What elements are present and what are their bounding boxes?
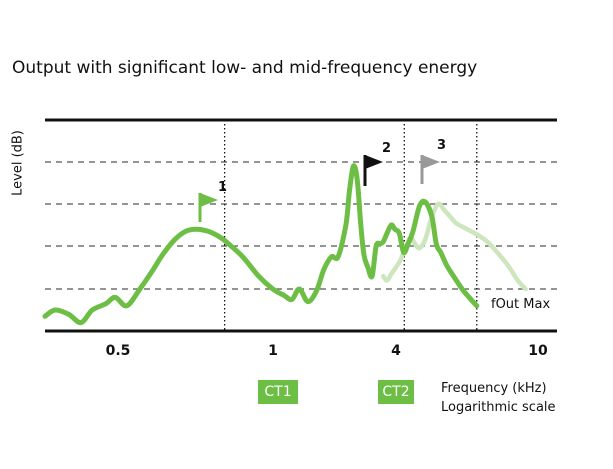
- peak-1-flag-icon: [200, 193, 218, 207]
- series-faded-line: [380, 201, 528, 292]
- x-tick-label-1: 1: [268, 343, 278, 359]
- peak-2-flag-icon: [365, 155, 383, 169]
- ct1-marker: CT1: [258, 380, 298, 404]
- x-scale-note: Logarithmic scale: [441, 400, 556, 415]
- x-axis-label-block: Frequency (kHz) Logarithmic scale: [441, 379, 556, 417]
- peak-2-number: 2: [382, 141, 392, 156]
- x-tick-label-10: 10: [528, 343, 548, 359]
- series-solid-line: [42, 163, 480, 326]
- x-axis-label: Frequency (kHz): [441, 381, 547, 396]
- peak-1-number: 1: [218, 180, 228, 195]
- chart-title: Output with significant low- and mid-fre…: [12, 58, 478, 78]
- peak-3-number: 3: [437, 138, 447, 153]
- x-tick-label-0.5: 0.5: [105, 343, 131, 359]
- ct2-marker: CT2: [378, 380, 414, 404]
- fout-max-label: fOut Max: [491, 297, 551, 312]
- peak-3-flag-icon: [422, 155, 440, 169]
- x-tick-label-4: 4: [391, 343, 401, 359]
